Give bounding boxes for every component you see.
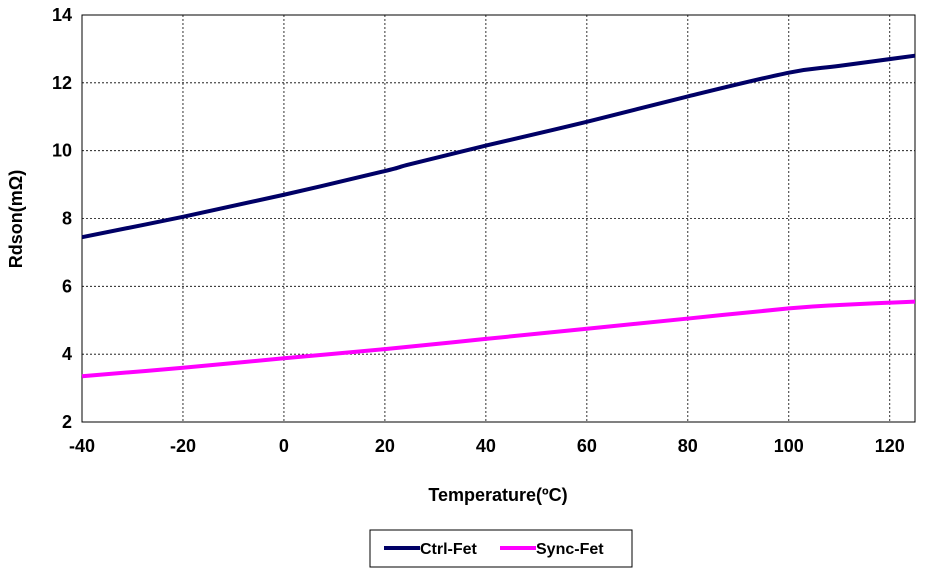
x-axis-title: Temperature(ºC) (428, 485, 567, 505)
series-lines (81, 53, 916, 379)
x-tick-label: 80 (678, 436, 698, 456)
gridlines (82, 15, 915, 422)
x-tick-label: 60 (577, 436, 597, 456)
y-tick-label: 8 (62, 209, 72, 229)
x-tick-label: 100 (774, 436, 804, 456)
x-tick-label: 0 (279, 436, 289, 456)
y-tick-label: 6 (62, 276, 72, 296)
y-tick-labels: 2 4 6 8 10 12 14 (52, 5, 72, 432)
y-tick-label: 2 (62, 412, 72, 432)
x-tick-label: 40 (476, 436, 496, 456)
legend: Ctrl-Fet Sync-Fet (369, 529, 633, 568)
y-tick-label: 4 (62, 344, 72, 364)
y-tick-label: 12 (52, 73, 72, 93)
x-tick-label: 20 (375, 436, 395, 456)
y-tick-label: 10 (52, 141, 72, 161)
y-tick-label: 14 (52, 5, 72, 25)
legend-label-ctrl-fet: Ctrl-Fet (420, 541, 478, 558)
x-tick-label: -20 (170, 436, 196, 456)
y-axis-title: Rdson(mΩ) (6, 170, 26, 268)
legend-label-sync-fet: Sync-Fet (536, 541, 604, 558)
x-tick-labels: -40 -20 0 20 40 60 80 100 120 (69, 436, 905, 456)
x-tick-label: 120 (875, 436, 905, 456)
x-tick-label: -40 (69, 436, 95, 456)
series-line-sync-fet (81, 299, 916, 379)
series-line-ctrl-fet (81, 53, 916, 240)
